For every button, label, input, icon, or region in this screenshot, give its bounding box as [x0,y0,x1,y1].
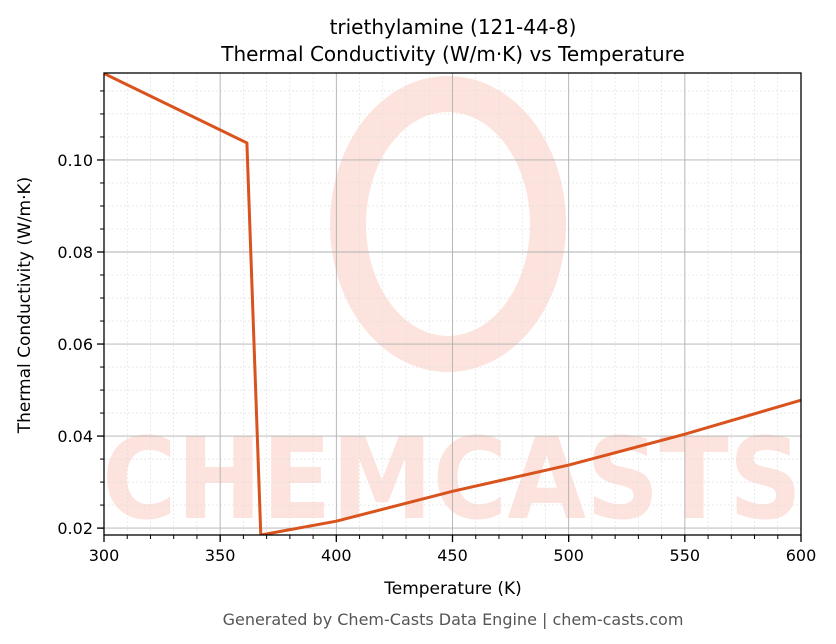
x-tick-label: 450 [437,546,468,565]
y-tick-label: 0.02 [57,519,93,538]
chart-title-line1: triethylamine (121-44-8) [330,15,577,39]
y-tick-label: 0.10 [57,151,93,170]
y-axis-label: Thermal Conductivity (W/m·K) [15,177,35,435]
x-tick-label: 500 [553,546,584,565]
y-tick-label: 0.08 [57,243,93,262]
x-axis-label: Temperature (K) [383,579,522,599]
x-tick-label: 550 [670,546,701,565]
watermark-text: CHEMCASTS [102,415,802,545]
plot-area: CHEMCASTS 300 350 400 450 500 550 600 0.02 0.04 0… [57,72,817,565]
x-tick-label: 400 [321,546,352,565]
y-tick-label: 0.04 [57,427,93,446]
series-line [104,73,801,535]
x-tick-label: 300 [89,546,120,565]
chart-title-line2: Thermal Conductivity (W/m·K) vs Temperat… [220,42,685,66]
footer-credit: Generated by Chem-Casts Data Engine | ch… [223,610,684,629]
y-tick-label: 0.06 [57,335,93,354]
x-tick-label: 350 [205,546,236,565]
x-tick-label: 600 [786,546,817,565]
